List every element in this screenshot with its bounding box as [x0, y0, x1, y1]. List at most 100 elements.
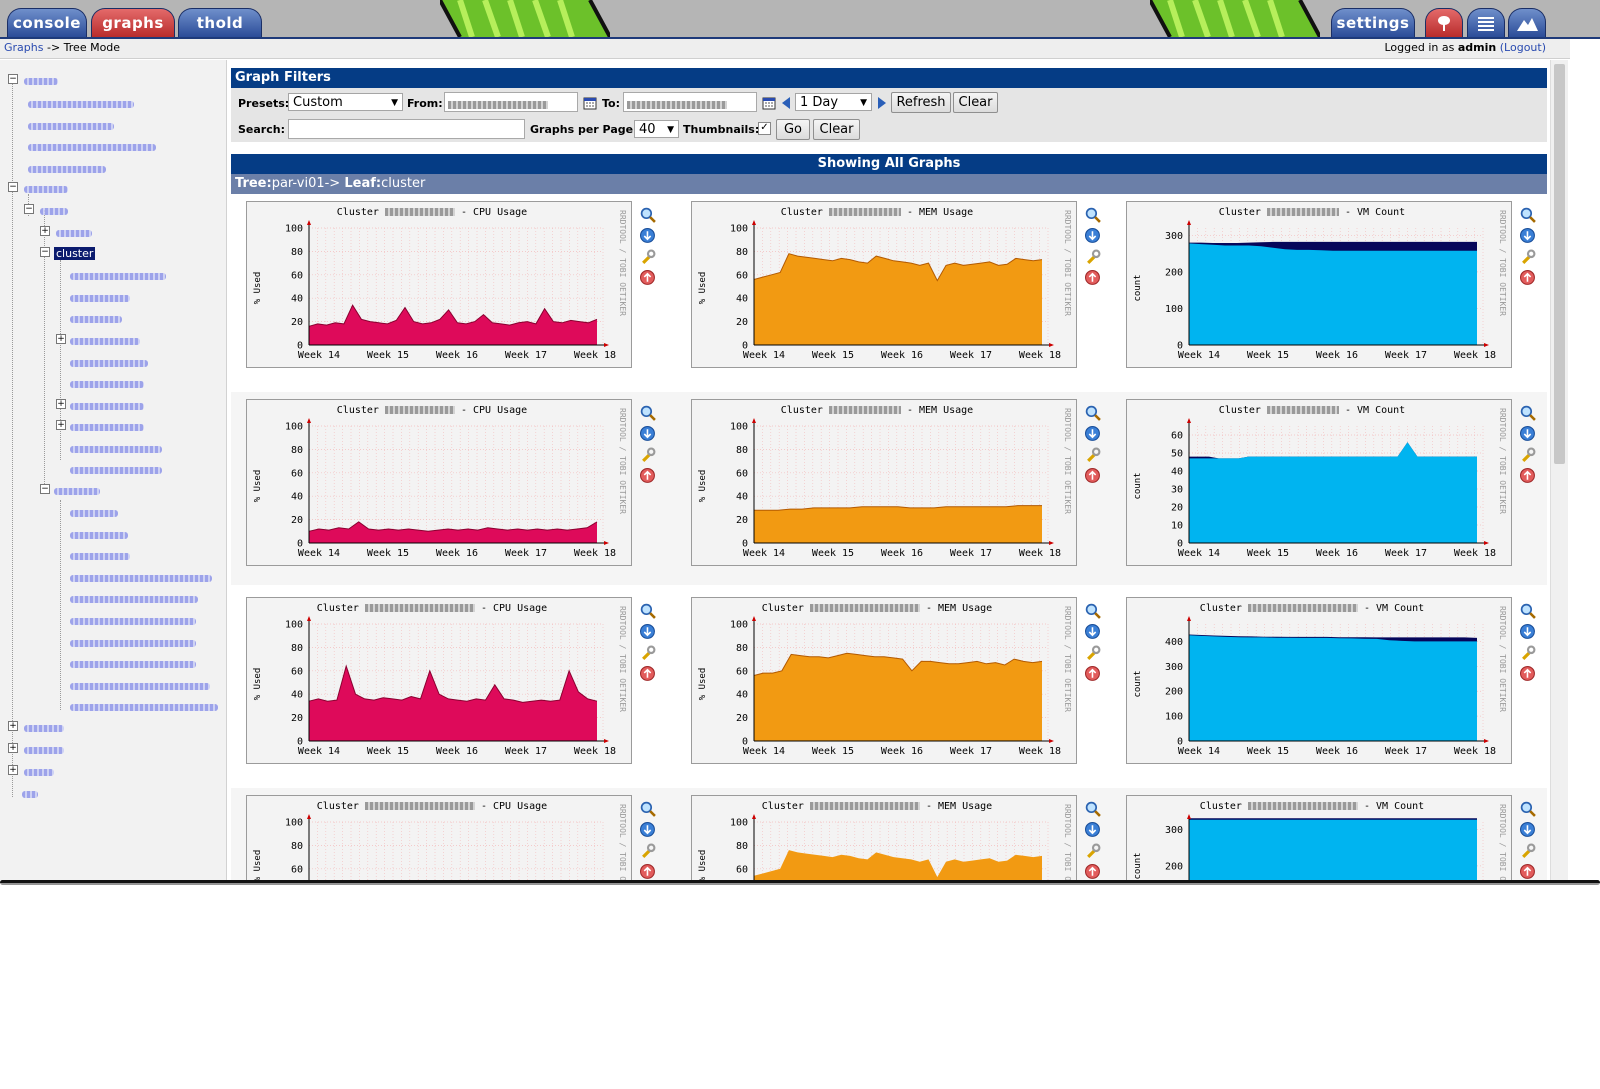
tree-node[interactable] [70, 549, 130, 563]
wrench-icon[interactable] [640, 249, 656, 265]
tree-node[interactable]: − [24, 204, 68, 218]
zoom-icon[interactable] [1520, 405, 1536, 421]
tree-node[interactable] [28, 140, 156, 154]
graph-thumbnail[interactable]: Cluster - CPU Usage 0 20 40 60 80 100 Week 14 We… [246, 597, 632, 764]
realtime-icon[interactable] [640, 270, 656, 286]
tree-node[interactable] [70, 291, 130, 305]
download-icon[interactable] [1520, 624, 1536, 640]
clear-timespan-button[interactable]: Clear [953, 92, 998, 113]
tab-graphs[interactable]: graphs [91, 8, 175, 37]
refresh-button[interactable]: Refresh [891, 92, 951, 113]
graph-thumbnail[interactable]: Cluster - VM Count 200 300 count RRDTOOL / T… [1126, 795, 1512, 883]
download-icon[interactable] [640, 624, 656, 640]
zoom-icon[interactable] [1085, 405, 1101, 421]
wrench-icon[interactable] [1520, 447, 1536, 463]
tree-node[interactable]: + [56, 399, 144, 413]
tree-node[interactable] [28, 162, 106, 176]
timespan-select[interactable]: 1 Day ▼ [795, 93, 872, 111]
realtime-icon[interactable] [640, 864, 656, 880]
zoom-icon[interactable] [640, 207, 656, 223]
realtime-icon[interactable] [1085, 270, 1101, 286]
tree-node[interactable] [70, 679, 210, 693]
shift-right-arrow-icon[interactable] [876, 96, 888, 110]
scrollbar-thumb[interactable] [1554, 64, 1565, 464]
tree-node[interactable] [70, 592, 198, 606]
tree-node[interactable]: + [8, 765, 54, 779]
realtime-icon[interactable] [1520, 864, 1536, 880]
zoom-icon[interactable] [1520, 207, 1536, 223]
graph-thumbnail[interactable]: Cluster - VM Count 0 100 200 300 400 Week 14 We… [1126, 597, 1512, 764]
tree-node[interactable]: − [8, 74, 58, 88]
tree-node[interactable] [70, 312, 122, 326]
graphs-per-page-select[interactable]: 40 ▼ [634, 120, 679, 138]
tree-node[interactable]: − [8, 182, 68, 196]
tree-node[interactable]: + [8, 721, 64, 735]
breadcrumb-graphs-link[interactable]: Graphs [4, 41, 44, 54]
download-icon[interactable] [1085, 624, 1101, 640]
tree-node[interactable] [70, 506, 118, 520]
logout-link[interactable]: (Logout) [1499, 41, 1546, 54]
tree-node[interactable] [22, 787, 38, 801]
clear-search-button[interactable]: Clear [813, 119, 860, 140]
wrench-icon[interactable] [1085, 645, 1101, 661]
wrench-icon[interactable] [1520, 249, 1536, 265]
preview-view-button[interactable] [1508, 8, 1546, 37]
tree-node[interactable]: + [56, 334, 140, 348]
tree-node[interactable] [70, 528, 128, 542]
tree-node[interactable] [70, 700, 218, 714]
tree-node[interactable] [28, 97, 134, 111]
download-icon[interactable] [640, 228, 656, 244]
tab-settings[interactable]: settings [1331, 8, 1415, 37]
download-icon[interactable] [1085, 426, 1101, 442]
tree-node-selected[interactable]: − cluster [40, 247, 96, 260]
tree-node[interactable] [70, 356, 148, 370]
graph-thumbnail[interactable]: Cluster - MEM Usage 0 20 40 60 80 100 Week 14 We… [691, 201, 1077, 368]
tree-node[interactable]: − [40, 484, 100, 498]
from-calendar-icon[interactable] [583, 96, 597, 110]
tree-node[interactable]: + [56, 420, 144, 434]
tree-view-button[interactable] [1425, 8, 1463, 37]
zoom-icon[interactable] [640, 405, 656, 421]
realtime-icon[interactable] [640, 666, 656, 682]
go-button[interactable]: Go [776, 119, 810, 140]
zoom-icon[interactable] [1520, 801, 1536, 817]
graph-thumbnail[interactable]: Cluster - MEM Usage 0 20 40 60 80 100 Week 14 We… [691, 399, 1077, 566]
vertical-scrollbar[interactable] [1550, 60, 1568, 883]
tree-node[interactable] [70, 269, 166, 283]
download-icon[interactable] [1520, 228, 1536, 244]
graph-thumbnail[interactable]: Cluster - VM Count 0 10 20 30 40 50 60 Week 14 We… [1126, 399, 1512, 566]
zoom-icon[interactable] [1085, 207, 1101, 223]
zoom-icon[interactable] [640, 603, 656, 619]
realtime-icon[interactable] [1085, 468, 1101, 484]
download-icon[interactable] [1520, 822, 1536, 838]
wrench-icon[interactable] [1085, 447, 1101, 463]
zoom-icon[interactable] [1085, 801, 1101, 817]
realtime-icon[interactable] [1085, 864, 1101, 880]
search-input[interactable] [288, 119, 525, 139]
download-icon[interactable] [1520, 426, 1536, 442]
graph-thumbnail[interactable]: Cluster - VM Count 0 100 200 300 Week 14 Week … [1126, 201, 1512, 368]
graph-thumbnail[interactable]: Cluster - CPU Usage 0 20 40 60 80 100 Week 14 We… [246, 399, 632, 566]
tree-node[interactable] [70, 463, 162, 477]
graph-thumbnail[interactable]: Cluster - MEM Usage 60 80 100 % Used RRDTOOL … [691, 795, 1077, 883]
zoom-icon[interactable] [1520, 603, 1536, 619]
to-date-input[interactable] [623, 92, 757, 112]
tree-node[interactable] [70, 636, 196, 650]
graph-thumbnail[interactable]: Cluster - MEM Usage 0 20 40 60 80 100 Week 14 We… [691, 597, 1077, 764]
presets-select[interactable]: Custom ▼ [288, 93, 403, 111]
realtime-icon[interactable] [1085, 666, 1101, 682]
wrench-icon[interactable] [640, 843, 656, 859]
tree-node[interactable] [70, 571, 212, 585]
thumbnails-checkbox[interactable]: ✓ [758, 122, 771, 135]
zoom-icon[interactable] [640, 801, 656, 817]
download-icon[interactable] [1085, 228, 1101, 244]
wrench-icon[interactable] [640, 645, 656, 661]
tree-node[interactable] [70, 442, 162, 456]
download-icon[interactable] [640, 426, 656, 442]
tree-node[interactable] [70, 614, 196, 628]
tab-console[interactable]: console [7, 8, 87, 37]
wrench-icon[interactable] [1085, 249, 1101, 265]
from-date-input[interactable] [444, 92, 578, 112]
tree-node[interactable]: + [8, 743, 64, 757]
wrench-icon[interactable] [1520, 843, 1536, 859]
